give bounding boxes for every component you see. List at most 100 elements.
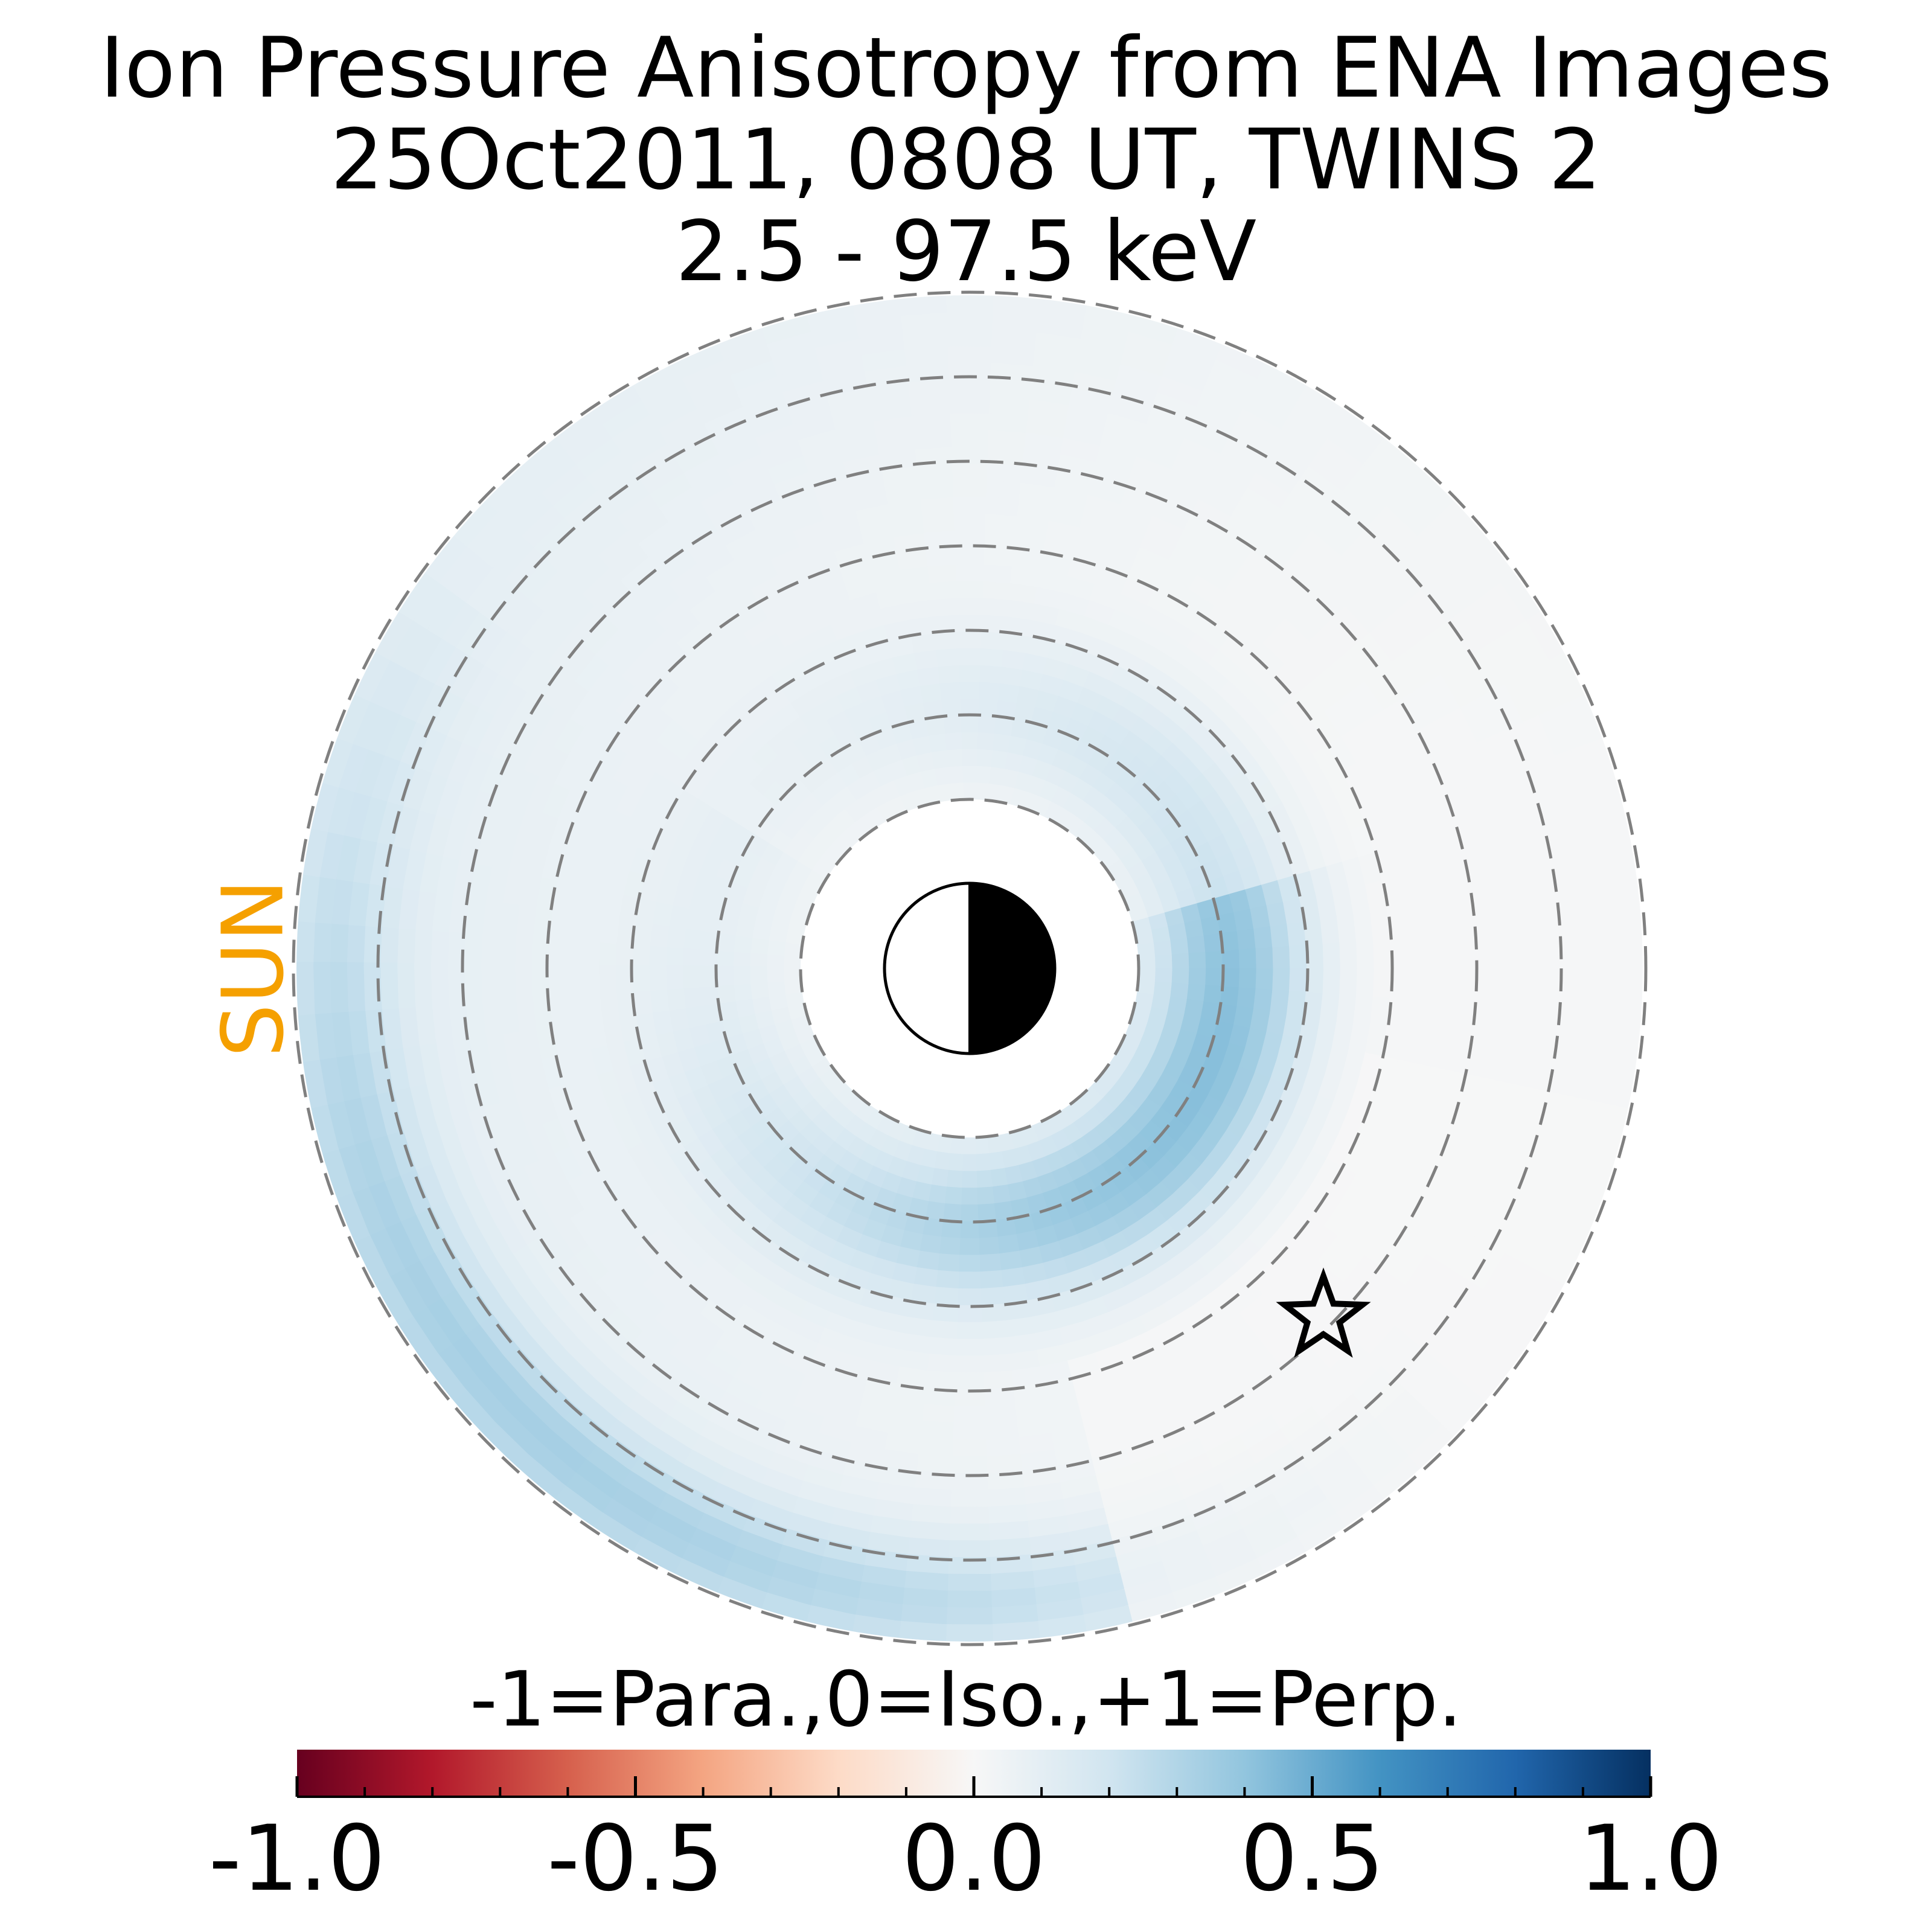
heatmap-cell: [782, 1404, 824, 1434]
heatmap-cell: [1332, 490, 1380, 535]
heatmap-cell: [1106, 1529, 1157, 1559]
heatmap-cell: [1123, 1087, 1148, 1112]
heatmap-cell: [780, 485, 824, 516]
heatmap-cell: [1075, 526, 1115, 554]
heatmap-cell: [1409, 1213, 1446, 1259]
heatmap-cell: [1298, 753, 1329, 790]
heatmap-cell: [997, 1132, 1015, 1153]
heatmap-cell: [986, 479, 1026, 501]
heatmap-cell: [1201, 1435, 1248, 1471]
heatmap-cell: [721, 1015, 743, 1038]
heatmap-cell: [479, 574, 522, 622]
heatmap-cell: [1317, 437, 1369, 482]
heatmap-cell: [995, 1234, 1020, 1255]
heatmap-cell: [763, 1302, 800, 1332]
heatmap-cell: [649, 469, 697, 508]
heatmap-cell: [985, 513, 1022, 534]
heatmap-cell: [915, 446, 958, 466]
heatmap-cell: [619, 553, 663, 593]
heatmap-cell: [1125, 1452, 1172, 1483]
heatmap-cell: [896, 668, 923, 691]
heatmap-cell: [489, 1300, 531, 1348]
heatmap-cell: [385, 662, 423, 715]
heatmap-cell: [1096, 445, 1142, 474]
heatmap-cell: [398, 567, 443, 621]
heatmap-cell: [985, 1587, 1037, 1609]
heatmap-cell: [913, 429, 957, 450]
heatmap-cell: [768, 992, 788, 1011]
heatmap-cell: [1252, 810, 1280, 842]
heatmap-cell: [1294, 1432, 1343, 1475]
heatmap-cell: [552, 473, 602, 519]
heatmap-cell: [519, 606, 561, 652]
heatmap-cell: [931, 749, 951, 769]
heatmap-cell: [597, 526, 642, 568]
heatmap-cell: [447, 963, 466, 1005]
heatmap-cell: [469, 858, 493, 901]
heatmap-cell: [492, 531, 539, 579]
heatmap-cell: [732, 966, 751, 985]
heatmap-cell: [981, 614, 1011, 634]
heatmap-cell: [1291, 543, 1335, 584]
heatmap-cell: [657, 405, 710, 444]
heatmap-cell: [501, 1342, 546, 1390]
heatmap-cell: [1364, 1025, 1387, 1061]
heatmap-cell: [481, 996, 503, 1037]
heatmap-cell: [615, 782, 644, 818]
heatmap-cell: [612, 837, 639, 871]
heatmap-cell: [1569, 1011, 1591, 1061]
heatmap-cell: [1412, 682, 1448, 728]
heatmap-cell: [517, 554, 562, 601]
heatmap-cell: [1246, 1306, 1286, 1344]
heatmap-cell: [724, 586, 763, 619]
heatmap-cell: [999, 666, 1026, 687]
heatmap-cell: [1537, 1135, 1569, 1188]
heatmap-cell: [1408, 589, 1450, 637]
heatmap-cell: [351, 1229, 391, 1285]
heatmap-cell: [1273, 617, 1313, 656]
heatmap-cell: [1102, 624, 1136, 652]
heatmap-cell: [824, 509, 865, 536]
heatmap-cell: [481, 963, 499, 1003]
heatmap-cell: [417, 1116, 448, 1165]
heatmap-cell: [1243, 392, 1296, 432]
heatmap-cell: [1607, 923, 1627, 975]
heatmap-cell: [996, 699, 1020, 720]
heatmap-cell: [1327, 423, 1380, 469]
heatmap-cell: [1288, 968, 1308, 996]
heatmap-cell: [1423, 935, 1442, 973]
heatmap-cell: [810, 1056, 833, 1078]
heatmap-cell: [840, 1335, 876, 1361]
heatmap-cell: [650, 1303, 690, 1341]
heatmap-cell: [1540, 968, 1559, 1016]
heatmap-cell: [1272, 428, 1323, 470]
heatmap-cell: [766, 966, 784, 983]
heatmap-cell: [929, 1303, 958, 1323]
heatmap-cell: [1310, 1126, 1340, 1162]
heatmap-cell: [906, 770, 927, 792]
heatmap-cell: [459, 1182, 494, 1230]
heatmap-cell: [346, 962, 365, 1012]
heatmap-cell: [906, 1503, 951, 1524]
heatmap-cell: [1477, 735, 1510, 784]
heatmap-cell: [1364, 671, 1401, 714]
heatmap-cell: [986, 1621, 1040, 1642]
heatmap-cell: [824, 1383, 864, 1410]
heatmap-cell: [1253, 988, 1273, 1014]
heatmap-cell: [408, 1078, 436, 1127]
heatmap-cell: [1227, 423, 1279, 461]
heatmap-cell: [1534, 660, 1573, 714]
heatmap-cell: [1368, 1456, 1421, 1504]
heatmap-cell: [1337, 914, 1357, 947]
heatmap-cell: [1019, 482, 1060, 505]
heatmap-cell: [761, 313, 817, 345]
heatmap-cell: [918, 479, 958, 500]
heatmap-cell: [1060, 1507, 1108, 1534]
colorbar-tick-label: 0.5: [1240, 1806, 1384, 1911]
heatmap-cell: [1177, 437, 1226, 472]
heatmap-cell: [976, 1253, 1002, 1273]
heatmap-cell: [1523, 1276, 1565, 1331]
heatmap-cell: [569, 758, 600, 798]
heatmap-cell: [560, 639, 599, 682]
